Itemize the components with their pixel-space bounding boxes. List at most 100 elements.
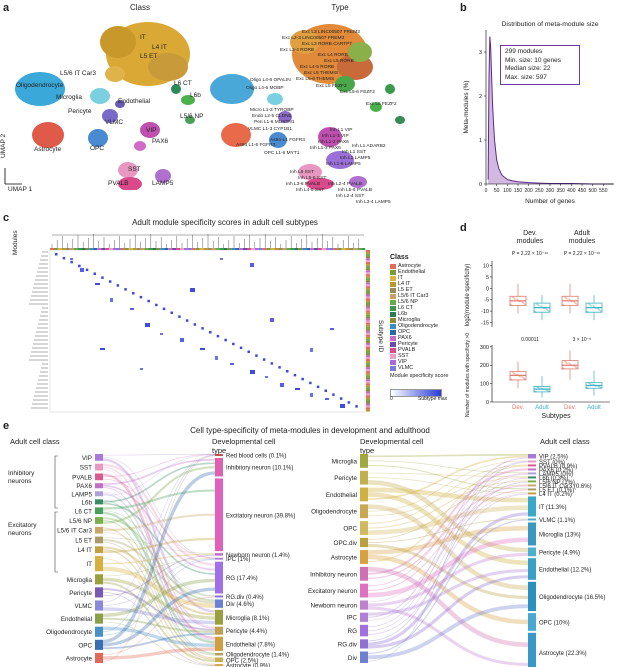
box-point	[534, 390, 536, 393]
dendrogram-top	[51, 234, 359, 248]
subtype-strip-top	[207, 248, 212, 250]
subtype-strip-right	[366, 308, 370, 311]
sankey-node-left	[360, 651, 368, 663]
sankey-node-left	[95, 499, 103, 505]
sankey-link	[367, 519, 529, 654]
subtype-strip-top	[191, 248, 196, 250]
subtype-strip-top	[61, 248, 66, 250]
sankey-link	[367, 461, 529, 662]
type-label: Peri L1-6 MUSTN1	[254, 120, 295, 125]
panel-d-label: d	[460, 222, 467, 234]
heat-cell	[220, 258, 223, 260]
type-label: OPC L1-6 MYT1	[264, 151, 300, 156]
subtype-strip-right	[366, 387, 370, 390]
sankey-node-left	[360, 566, 368, 581]
sankey-link	[102, 538, 216, 604]
sankey-link	[102, 478, 216, 559]
box-point	[562, 303, 564, 306]
box-point	[568, 362, 570, 364]
sankey-right-label: IPC (1%)	[226, 557, 250, 563]
subtype-strip-top	[310, 248, 314, 250]
x-tick-label: 150	[514, 188, 523, 194]
sankey-node-right	[528, 488, 536, 491]
sankey-node-left	[95, 463, 103, 471]
subtype-strip-right	[366, 252, 370, 255]
subtype-strip-top	[317, 248, 322, 250]
heat-cell	[325, 398, 329, 400]
box-point	[562, 367, 564, 369]
class-label-endothelial: Endothelial	[118, 98, 151, 105]
sankey-right-label: VLMC (1.1%)	[539, 518, 575, 524]
legend-item: OPC	[390, 329, 438, 335]
stat-max: Max. size: 597	[505, 73, 547, 81]
x-tick-label: 550	[599, 188, 608, 194]
subtype-strip-right	[366, 266, 370, 269]
class-label-l6b: L6b	[190, 92, 201, 99]
sankey-node-left	[360, 624, 368, 637]
sankey-left-label: PVALB	[72, 474, 92, 481]
dendrogram-left	[29, 251, 48, 409]
box-point	[516, 298, 518, 300]
sankey-link	[102, 617, 216, 633]
heat-cell	[160, 333, 163, 335]
box-point	[516, 373, 518, 375]
category-label: modules	[569, 238, 596, 245]
subtype-strip-right	[366, 314, 370, 317]
legend-item: IT	[390, 275, 438, 281]
umap-plots	[4, 22, 405, 190]
legend-item: PVALB	[390, 347, 438, 353]
sankey-link	[102, 455, 216, 633]
subtype-strip-top	[211, 248, 216, 250]
sankey-left-label: RG.div	[338, 641, 358, 648]
heat-cell	[155, 303, 158, 307]
sankey-node-right	[528, 464, 536, 467]
subtype-strip-top	[329, 248, 334, 250]
p-value: P = 2.22 × 10⁻¹⁶	[512, 251, 548, 257]
box-point	[573, 300, 575, 303]
sankey-left-header-r: Developmental cell type	[212, 437, 276, 455]
subtype-strip-right	[366, 367, 370, 370]
x-tick-label: Dev.	[512, 405, 524, 411]
sankey-node-left	[360, 487, 368, 502]
sankey-link	[102, 455, 216, 662]
legend-item: Astrocyte	[390, 263, 438, 269]
sankey-node-left	[95, 491, 103, 497]
heat-cell	[110, 298, 113, 302]
sankey-node-left	[95, 652, 103, 663]
legend-item: L5/6 NP	[390, 299, 438, 305]
type-label: Inh L4-6 SST	[296, 188, 325, 193]
panel-c-title: Adult module specificity scores in adult…	[132, 218, 318, 227]
sankey-node-right	[215, 561, 223, 594]
sankey-link	[102, 546, 216, 616]
sankey-node-right	[215, 626, 223, 635]
type-label: Astro L1 FGFR3	[270, 138, 305, 143]
sankey-left-label: L5 ET	[75, 537, 92, 544]
stats-box: 299 modules Min. size: 10 genes Median s…	[500, 45, 580, 85]
sankey-link	[367, 493, 529, 603]
subtype-strip-right	[366, 369, 370, 372]
subtype-strip-top	[250, 248, 255, 250]
umap-type	[210, 24, 405, 190]
heat-cell	[170, 311, 173, 314]
type-label: Inh L2-4 SST	[336, 194, 365, 199]
legend-label: IT	[398, 275, 403, 281]
type-label: Exc L3 LINC00507 FREM3	[302, 30, 360, 35]
sankey-link	[102, 511, 216, 644]
sankey-node-right	[528, 468, 536, 471]
subtype-strip-right	[366, 389, 370, 392]
heat-cell	[310, 348, 313, 352]
sankey-link	[367, 457, 529, 618]
sankey-link	[102, 581, 216, 663]
sankey-node-right	[528, 518, 536, 521]
sankey-link	[102, 486, 216, 629]
subtype-strip-top	[313, 248, 318, 250]
p-value: 3 × 10⁻⁵	[573, 337, 592, 343]
subtype-strip-top	[298, 248, 303, 250]
category-label: Adult	[574, 230, 590, 237]
sankey-right-label: Endothelial (7.8%)	[226, 642, 275, 648]
sankey-link	[367, 606, 529, 666]
subtype-strip-right	[366, 385, 370, 388]
subtype-strip-top	[266, 248, 271, 250]
legend-item: Oligodendrocyte	[390, 323, 438, 329]
sankey-left-label: RG	[348, 628, 358, 635]
